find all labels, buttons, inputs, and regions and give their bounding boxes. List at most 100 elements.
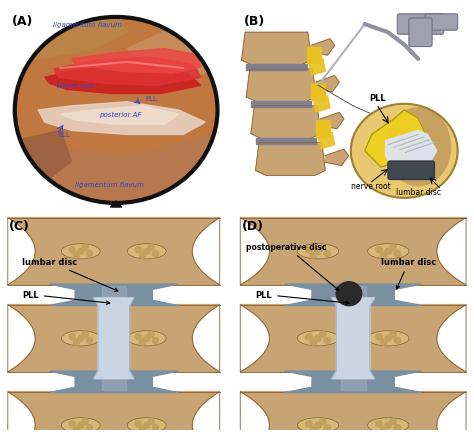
Circle shape	[69, 421, 75, 427]
Polygon shape	[309, 59, 325, 76]
Circle shape	[148, 332, 154, 338]
Circle shape	[306, 334, 312, 340]
Text: lumbar disc: lumbar disc	[22, 258, 118, 292]
Circle shape	[310, 426, 317, 432]
Ellipse shape	[128, 244, 166, 259]
Polygon shape	[102, 373, 126, 391]
Circle shape	[148, 418, 154, 424]
Circle shape	[152, 251, 158, 257]
Circle shape	[390, 245, 396, 251]
Circle shape	[82, 418, 88, 424]
Circle shape	[73, 339, 80, 345]
Ellipse shape	[61, 331, 100, 346]
Ellipse shape	[61, 418, 100, 433]
Polygon shape	[365, 111, 428, 168]
Polygon shape	[314, 96, 330, 113]
FancyBboxPatch shape	[388, 161, 434, 180]
Polygon shape	[242, 33, 311, 66]
Text: PLL: PLL	[255, 290, 349, 305]
Polygon shape	[251, 102, 311, 108]
Circle shape	[144, 249, 150, 255]
Circle shape	[376, 334, 382, 340]
Circle shape	[82, 245, 88, 251]
Circle shape	[86, 424, 92, 431]
Polygon shape	[246, 70, 316, 102]
Circle shape	[86, 251, 92, 257]
Polygon shape	[319, 133, 335, 149]
Polygon shape	[15, 18, 218, 204]
Polygon shape	[240, 218, 466, 286]
Circle shape	[152, 424, 158, 431]
Polygon shape	[255, 143, 325, 176]
Ellipse shape	[297, 418, 339, 433]
Polygon shape	[49, 371, 178, 393]
Polygon shape	[110, 201, 122, 207]
Polygon shape	[246, 65, 307, 71]
Circle shape	[319, 418, 326, 424]
Circle shape	[135, 247, 141, 253]
Circle shape	[78, 249, 84, 255]
Polygon shape	[240, 391, 466, 434]
Circle shape	[310, 339, 317, 345]
Circle shape	[381, 339, 387, 345]
Text: (D): (D)	[242, 219, 264, 232]
Circle shape	[390, 332, 396, 338]
Polygon shape	[16, 13, 127, 66]
Circle shape	[324, 251, 330, 257]
Polygon shape	[341, 286, 365, 304]
Circle shape	[381, 426, 387, 432]
Circle shape	[390, 418, 396, 424]
Circle shape	[144, 335, 150, 342]
FancyBboxPatch shape	[409, 19, 432, 47]
Circle shape	[135, 334, 141, 340]
Polygon shape	[38, 102, 205, 135]
Circle shape	[315, 249, 321, 255]
Polygon shape	[386, 131, 437, 176]
Circle shape	[385, 335, 392, 342]
Polygon shape	[255, 138, 316, 145]
Polygon shape	[251, 107, 320, 139]
Polygon shape	[332, 298, 374, 379]
Polygon shape	[240, 305, 466, 372]
Polygon shape	[307, 47, 320, 64]
Polygon shape	[8, 305, 220, 372]
Polygon shape	[284, 371, 422, 393]
Ellipse shape	[61, 244, 100, 259]
Circle shape	[394, 338, 401, 344]
Text: lumbar disc: lumbar disc	[381, 258, 436, 289]
Polygon shape	[16, 131, 72, 188]
Polygon shape	[72, 49, 201, 74]
Circle shape	[324, 424, 330, 431]
Circle shape	[315, 335, 321, 342]
Ellipse shape	[367, 244, 409, 259]
Polygon shape	[311, 39, 335, 56]
Text: (C): (C)	[9, 219, 30, 232]
Polygon shape	[23, 135, 210, 202]
Polygon shape	[316, 121, 330, 137]
Polygon shape	[45, 66, 201, 94]
Circle shape	[144, 422, 150, 428]
Text: PLL: PLL	[58, 132, 70, 138]
Polygon shape	[284, 284, 422, 306]
Circle shape	[315, 422, 321, 428]
Circle shape	[78, 335, 84, 342]
Circle shape	[148, 245, 154, 251]
Circle shape	[78, 422, 84, 428]
Ellipse shape	[386, 108, 451, 186]
Polygon shape	[341, 373, 365, 391]
Circle shape	[351, 105, 457, 198]
Ellipse shape	[128, 331, 166, 346]
Polygon shape	[320, 113, 344, 129]
Circle shape	[319, 245, 326, 251]
Polygon shape	[102, 286, 126, 304]
Circle shape	[139, 253, 146, 259]
FancyBboxPatch shape	[397, 15, 444, 35]
Polygon shape	[127, 29, 216, 80]
Polygon shape	[49, 284, 178, 306]
Circle shape	[139, 339, 146, 345]
Circle shape	[319, 332, 326, 338]
Polygon shape	[325, 150, 348, 166]
Circle shape	[310, 253, 317, 259]
Ellipse shape	[367, 418, 409, 433]
Polygon shape	[8, 391, 220, 434]
